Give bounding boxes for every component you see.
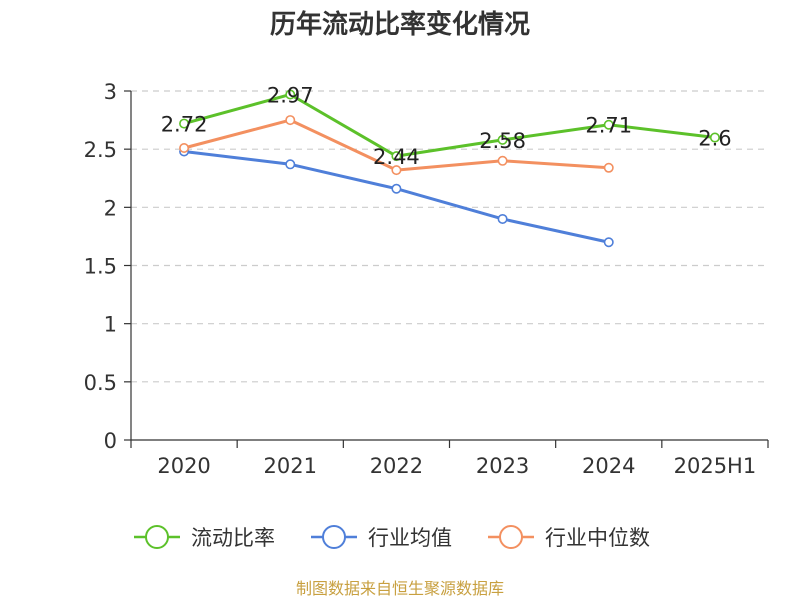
data-labels: 2.72 2.97 2.44 2.58 2.71 2.6 — [161, 83, 732, 169]
data-point[interactable] — [497, 134, 508, 145]
y-tick-label: 1 — [104, 313, 117, 337]
data-point[interactable] — [179, 118, 190, 129]
source-note: 制图数据来自恒生聚源数据库 — [296, 579, 504, 598]
x-tick-label: 2023 — [476, 454, 529, 478]
data-label: 2.97 — [267, 83, 314, 107]
data-point[interactable] — [285, 89, 296, 100]
data-point[interactable] — [285, 159, 296, 170]
data-point[interactable] — [709, 132, 720, 143]
data-point[interactable] — [497, 155, 508, 166]
x-tick-label: 2022 — [370, 454, 423, 478]
y-tick-label: 2.5 — [84, 138, 117, 162]
y-tick-label: 2 — [104, 196, 117, 220]
legend-marker — [499, 525, 523, 549]
y-tick-label: 1.5 — [84, 255, 117, 279]
data-point[interactable] — [603, 119, 614, 130]
series-layer — [179, 89, 720, 248]
legend-label: 行业均值 — [368, 526, 452, 550]
data-point[interactable] — [391, 165, 402, 176]
series-3 — [179, 115, 614, 176]
data-point[interactable] — [603, 237, 614, 248]
legend-label: 行业中位数 — [545, 526, 650, 550]
axes: 0 0.5 1 1.5 2 2.5 3 2020 2021 2022 2023 2024 2025H1 — [84, 80, 769, 478]
data-label: 2.58 — [479, 129, 526, 153]
series-line — [183, 92, 716, 158]
x-tick-label: 2021 — [264, 454, 317, 478]
y-tick-label: 0 — [104, 429, 117, 453]
legend-item-1[interactable]: 流动比率 — [134, 525, 275, 550]
legend-item-3[interactable]: 行业中位数 — [488, 525, 650, 550]
legend-marker — [322, 525, 346, 549]
legend[interactable]: 流动比率 行业均值 行业中位数 — [134, 525, 650, 550]
data-label: 2.71 — [585, 114, 632, 138]
y-tick-label: 3 — [104, 80, 117, 104]
series-1 — [179, 89, 720, 162]
chart-title: 历年流动比率变化情况 — [270, 9, 530, 40]
data-point[interactable] — [179, 143, 190, 154]
data-point[interactable] — [391, 183, 402, 194]
data-point[interactable] — [391, 151, 402, 162]
legend-label: 流动比率 — [191, 526, 275, 550]
data-label: 2.44 — [373, 145, 420, 169]
x-tick-label: 2024 — [582, 454, 635, 478]
legend-marker — [145, 525, 169, 549]
y-tick-label: 0.5 — [84, 371, 117, 395]
grid — [131, 90, 768, 383]
data-point[interactable] — [603, 162, 614, 173]
x-tick-label: 2025H1 — [674, 454, 757, 478]
data-label: 2.6 — [698, 127, 731, 151]
data-point[interactable] — [285, 115, 296, 126]
x-tick-label: 2020 — [157, 454, 210, 478]
legend-item-2[interactable]: 行业均值 — [311, 525, 452, 550]
data-point[interactable] — [497, 213, 508, 224]
data-label: 2.72 — [161, 113, 208, 137]
